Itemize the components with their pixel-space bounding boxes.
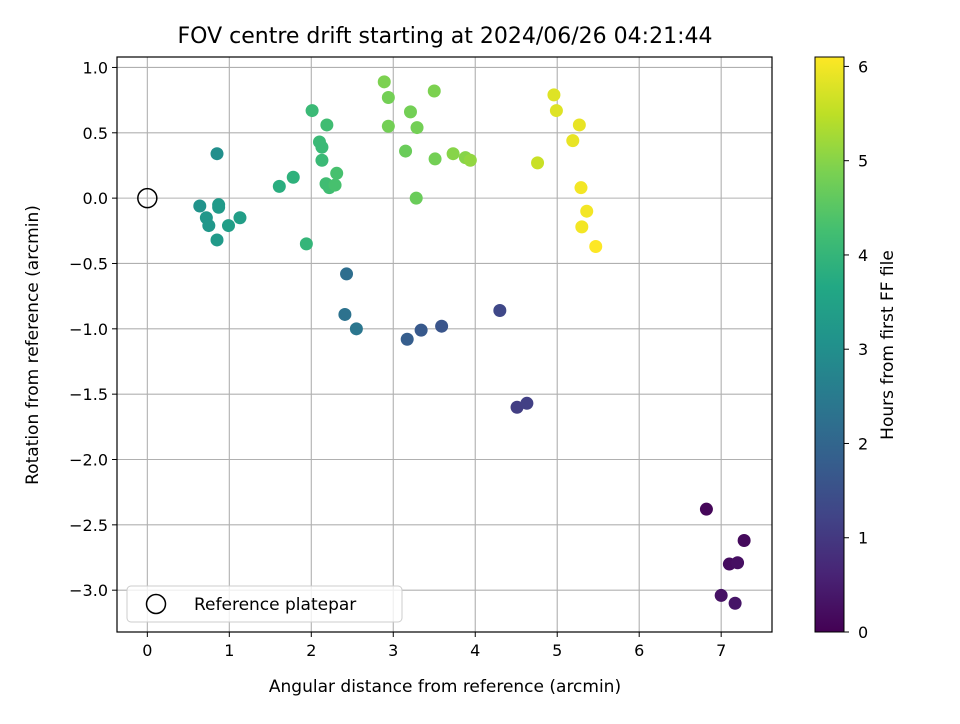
x-tick-label: 7 bbox=[716, 641, 726, 660]
data-point bbox=[714, 588, 728, 602]
data-point bbox=[589, 239, 603, 253]
y-tick-label: −1.5 bbox=[69, 385, 108, 404]
data-point bbox=[233, 211, 247, 225]
data-point bbox=[446, 147, 460, 161]
colorbar-tick-label: 1 bbox=[858, 529, 868, 548]
data-point bbox=[547, 88, 561, 102]
data-point bbox=[381, 119, 395, 133]
data-point bbox=[286, 170, 300, 184]
data-point bbox=[435, 319, 449, 333]
colorbar bbox=[814, 56, 845, 633]
chart-title: FOV centre drift starting at 2024/06/26 … bbox=[178, 24, 713, 49]
reference-marker bbox=[137, 187, 158, 209]
data-point bbox=[574, 181, 588, 195]
data-point bbox=[320, 118, 334, 132]
y-tick-label: 0.5 bbox=[83, 124, 108, 143]
data-point bbox=[737, 534, 751, 548]
x-axis-label: Angular distance from reference (arcmin) bbox=[269, 677, 621, 697]
data-point bbox=[580, 204, 594, 218]
data-point bbox=[305, 104, 319, 118]
data-point bbox=[428, 152, 442, 166]
data-point bbox=[510, 400, 524, 414]
legend-marker-icon bbox=[145, 593, 167, 615]
data-point bbox=[493, 304, 507, 318]
x-tick-label: 4 bbox=[470, 641, 480, 660]
data-point bbox=[728, 596, 742, 610]
data-point bbox=[349, 322, 363, 336]
data-point bbox=[414, 323, 428, 337]
x-axis-ticks: 0 1 2 3 4 5 6 7 bbox=[142, 632, 726, 660]
data-point bbox=[210, 233, 224, 247]
data-point bbox=[566, 134, 580, 148]
grid-lines bbox=[117, 57, 772, 632]
data-point bbox=[463, 153, 477, 167]
data-point bbox=[731, 556, 745, 570]
legend: Reference platepar bbox=[126, 585, 403, 623]
data-point bbox=[328, 178, 342, 192]
colorbar-label: Hours from first FF file bbox=[878, 250, 898, 440]
x-tick-label: 1 bbox=[224, 641, 234, 660]
data-point bbox=[699, 502, 713, 516]
colorbar-tick-label: 0 bbox=[858, 623, 868, 642]
colorbar-tick-label: 3 bbox=[858, 340, 868, 359]
colorbar-tick-label: 5 bbox=[858, 152, 868, 171]
data-point bbox=[210, 147, 224, 161]
data-point bbox=[299, 237, 313, 251]
x-tick-label: 6 bbox=[634, 641, 644, 660]
data-point bbox=[193, 199, 207, 213]
data-point bbox=[572, 118, 586, 132]
data-point bbox=[403, 105, 417, 119]
x-tick-label: 2 bbox=[306, 641, 316, 660]
legend-box bbox=[126, 585, 403, 623]
colorbar-tick-label: 2 bbox=[858, 434, 868, 453]
legend-entry-reference: Reference platepar bbox=[194, 595, 356, 615]
data-point bbox=[340, 267, 354, 281]
y-tick-label: 0.0 bbox=[83, 189, 108, 208]
x-tick-label: 3 bbox=[388, 641, 398, 660]
y-tick-label: −2.5 bbox=[69, 516, 108, 535]
colorbar-tick-label: 6 bbox=[858, 57, 868, 76]
data-point bbox=[549, 104, 563, 118]
y-tick-label: −3.0 bbox=[69, 581, 108, 600]
y-axis-label: Rotation from reference (arcmin) bbox=[23, 205, 43, 485]
data-point bbox=[272, 179, 286, 193]
y-axis-ticks: −3.0 −2.5 −2.0 −1.5 −1.0 −0.5 0.0 0.5 1.0 bbox=[69, 58, 117, 600]
y-tick-label: −2.0 bbox=[69, 451, 108, 470]
data-point bbox=[315, 153, 329, 167]
data-point bbox=[575, 220, 589, 234]
data-point bbox=[202, 219, 216, 233]
x-tick-label: 0 bbox=[142, 641, 152, 660]
data-point bbox=[315, 140, 329, 154]
data-point bbox=[338, 307, 352, 321]
x-tick-label: 5 bbox=[552, 641, 562, 660]
data-point bbox=[330, 166, 344, 180]
data-point bbox=[409, 191, 423, 205]
data-point bbox=[221, 219, 235, 233]
data-point bbox=[520, 396, 534, 410]
data-point bbox=[399, 144, 413, 158]
data-point bbox=[427, 84, 441, 98]
y-tick-label: −1.0 bbox=[69, 320, 108, 339]
data-point bbox=[410, 121, 424, 135]
colorbar-ticks: 0 1 2 3 4 5 6 bbox=[844, 57, 868, 642]
data-point bbox=[212, 200, 226, 214]
plot-frame bbox=[116, 56, 773, 633]
y-tick-label: 1.0 bbox=[83, 58, 108, 77]
y-tick-label: −0.5 bbox=[69, 254, 108, 273]
data-point bbox=[400, 332, 414, 346]
data-points bbox=[137, 75, 751, 610]
data-point bbox=[381, 91, 395, 105]
data-point bbox=[377, 75, 391, 89]
colorbar-tick-label: 4 bbox=[858, 246, 868, 265]
data-point bbox=[531, 156, 545, 170]
